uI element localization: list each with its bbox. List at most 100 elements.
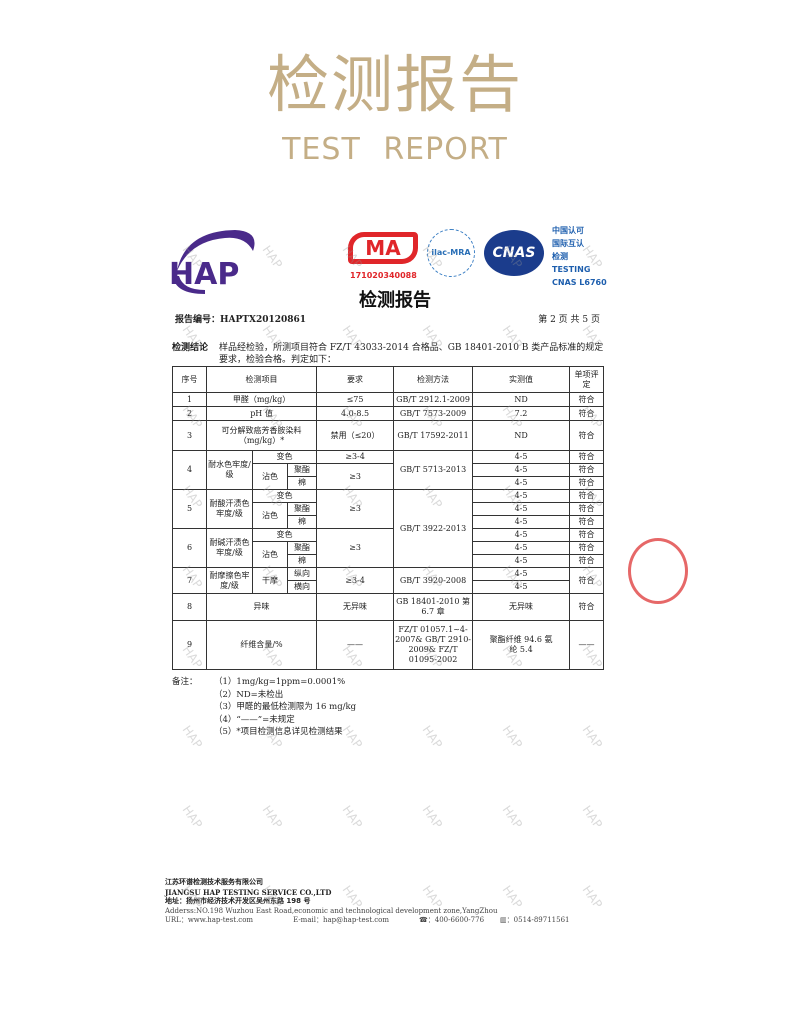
cell: 干摩	[252, 567, 288, 594]
cell: 无异味	[472, 593, 571, 621]
phone-icon: ☎：	[419, 916, 435, 924]
report-number-value: HAPTX20120861	[220, 315, 307, 325]
report-number: 报告编号：HAPTX20120861	[175, 312, 306, 325]
cell: 7.2	[472, 406, 571, 421]
table-row: 4 耐水色牢度/级 变色 ≥3-4 GB/T 5713-2013 4-5 符合	[172, 450, 605, 490]
cell: 4-5	[472, 463, 571, 477]
table-row: 8 异味 无异味 GB 18401-2010 第 6.7 章无异味 符合	[172, 593, 605, 621]
header-cell: 检测方法	[393, 366, 474, 393]
cell: ≥3	[316, 463, 395, 490]
cell: 可分解致癌芳香胺染料（mg/kg）*	[205, 420, 318, 451]
cell: 5	[172, 489, 207, 529]
table-row: 5 耐酸汗渍色牢度/级 变色 ≥3 GB/T 3922-2013 4-5 符合	[172, 489, 605, 568]
cell: 6	[172, 528, 207, 568]
cell: 4-5	[472, 502, 571, 516]
cnas-line: 国际互认	[552, 239, 584, 248]
cell: 无异味	[316, 593, 395, 621]
cell: 异味	[205, 593, 318, 621]
cell: 符合	[569, 593, 605, 621]
cell: 耐水色牢度/级	[206, 450, 253, 490]
note-item: （1）1mg/kg=1ppm=0.0001%	[214, 677, 346, 687]
cell: 耐摩擦色牢度/级	[206, 567, 253, 594]
cell: 3	[172, 420, 207, 451]
cell: FZ/T 01057.1~4-2007& GB/T 2910-2009& FZ/…	[393, 620, 474, 670]
cell: ——	[569, 620, 605, 670]
cell: 符合	[569, 567, 605, 594]
header-cell: 要求	[316, 366, 395, 393]
cell: 符合	[569, 502, 605, 516]
header-cell: 实测值	[472, 366, 571, 393]
cell: GB/T 5713-2013	[393, 450, 474, 490]
hap-watermark: HAP	[579, 802, 605, 832]
cell: GB/T 2912.1-2009	[393, 392, 474, 407]
company-name-en: JIANGSU HAP TESTING SERVICE CO.,LTD	[165, 887, 332, 897]
cell: 聚酯	[286, 463, 318, 477]
ilac-mra-logo: ilac-MRA	[427, 229, 475, 277]
cell: 沾色	[252, 502, 288, 529]
cell: 变色	[251, 450, 318, 464]
cell: 符合	[569, 515, 605, 529]
note-item: （3）甲醛的最低检测限为 16 mg/kg	[214, 702, 357, 712]
cell: ND	[472, 420, 571, 451]
cell: 符合	[569, 392, 605, 407]
results-table: 序号 检测项目 要求 检测方法 实测值 单项评定 1 甲醛（mg/kg） ≤75 GB…	[172, 366, 605, 670]
cell: 4-5	[472, 528, 571, 542]
cnas-line: 检测	[552, 252, 568, 261]
cell: 符合	[569, 450, 605, 464]
email: E-mail：hap@hap-test.com	[293, 916, 390, 924]
cell: 棉	[286, 476, 318, 490]
address-cn: 地址：扬州市经济技术开发区吴州东路 198 号	[165, 897, 311, 905]
hap-watermark: HAP	[579, 882, 605, 912]
cell: 沾色	[252, 463, 288, 490]
cnas-line: CNAS L6760	[552, 278, 607, 287]
cma-number: 171020340088	[350, 271, 417, 280]
header-cell: 序号	[172, 366, 207, 393]
cell: 符合	[569, 541, 605, 555]
cell: 1	[172, 392, 207, 407]
cell: 棉	[286, 515, 318, 529]
cell: GB/T 7573-2009	[393, 406, 474, 421]
cell: 符合	[569, 406, 605, 421]
note-item: （4）“——”=未规定	[214, 714, 295, 725]
cell: 4-5	[472, 489, 571, 503]
cell: 符合	[569, 420, 605, 451]
cell: ≥3-4	[316, 450, 395, 464]
cell: 4-5	[472, 541, 571, 555]
cell: 符合	[569, 476, 605, 490]
table-row: 1 甲醛（mg/kg） ≤75 GB/T 2912.1-2009 ND 符合	[172, 392, 605, 407]
cell: 4-5	[472, 580, 571, 594]
hap-watermark: HAP	[499, 722, 525, 752]
address-en: Adderss:NO.198 Wuzhou East Road,economic…	[165, 906, 498, 915]
conclusion-text: 样品经检验，所测项目符合 FZ/T 43033-2014 合格品、GB 1840…	[219, 343, 604, 365]
hap-watermark: HAP	[339, 802, 365, 832]
hap-watermark: HAP	[499, 802, 525, 832]
cell: 变色	[251, 528, 318, 542]
cell: 4-5	[472, 450, 571, 464]
cell: 4-5	[472, 476, 571, 490]
cell: ≥3	[316, 528, 395, 568]
report-title: 检测报告	[359, 290, 431, 311]
page-title: 检测报告	[266, 48, 523, 121]
cell: 横向	[286, 580, 318, 594]
cell: 4-5	[472, 567, 571, 581]
cell: pH 值	[205, 406, 318, 421]
note-item: （5）*项目检测信息详见检测结果	[214, 727, 343, 737]
hap-watermark: HAP	[259, 242, 285, 272]
cell: 耐碱汗渍色牢度/级	[206, 528, 253, 568]
cell: ≥3-4	[316, 567, 395, 594]
cell: 棉	[286, 554, 318, 568]
cell: ≥3	[316, 489, 395, 529]
footer: 江苏环谱检测技术服务有限公司 JIANGSU HAP TESTING SERVI…	[165, 878, 569, 926]
cell: 符合	[569, 489, 605, 503]
report-number-label: 报告编号：	[175, 315, 221, 325]
table-row: 7 耐摩擦色牢度/级 干摩 纵向 ≥3-4 GB/T 3920-2008 4-5…	[172, 567, 605, 594]
hap-watermark: HAP	[579, 722, 605, 752]
cell: 4.0-8.5	[316, 406, 395, 421]
conclusion-label: 检测结论	[172, 343, 209, 353]
hap-watermark: HAP	[419, 802, 445, 832]
hap-watermark: HAP	[259, 802, 285, 832]
cell: 甲醛（mg/kg）	[205, 392, 318, 407]
table-row: 6 耐碱汗渍色牢度/级 变色 ≥3 4-5 符合	[172, 528, 605, 568]
notes-label: 备注：	[172, 677, 198, 687]
cell: GB/T 3922-2013	[393, 489, 474, 568]
